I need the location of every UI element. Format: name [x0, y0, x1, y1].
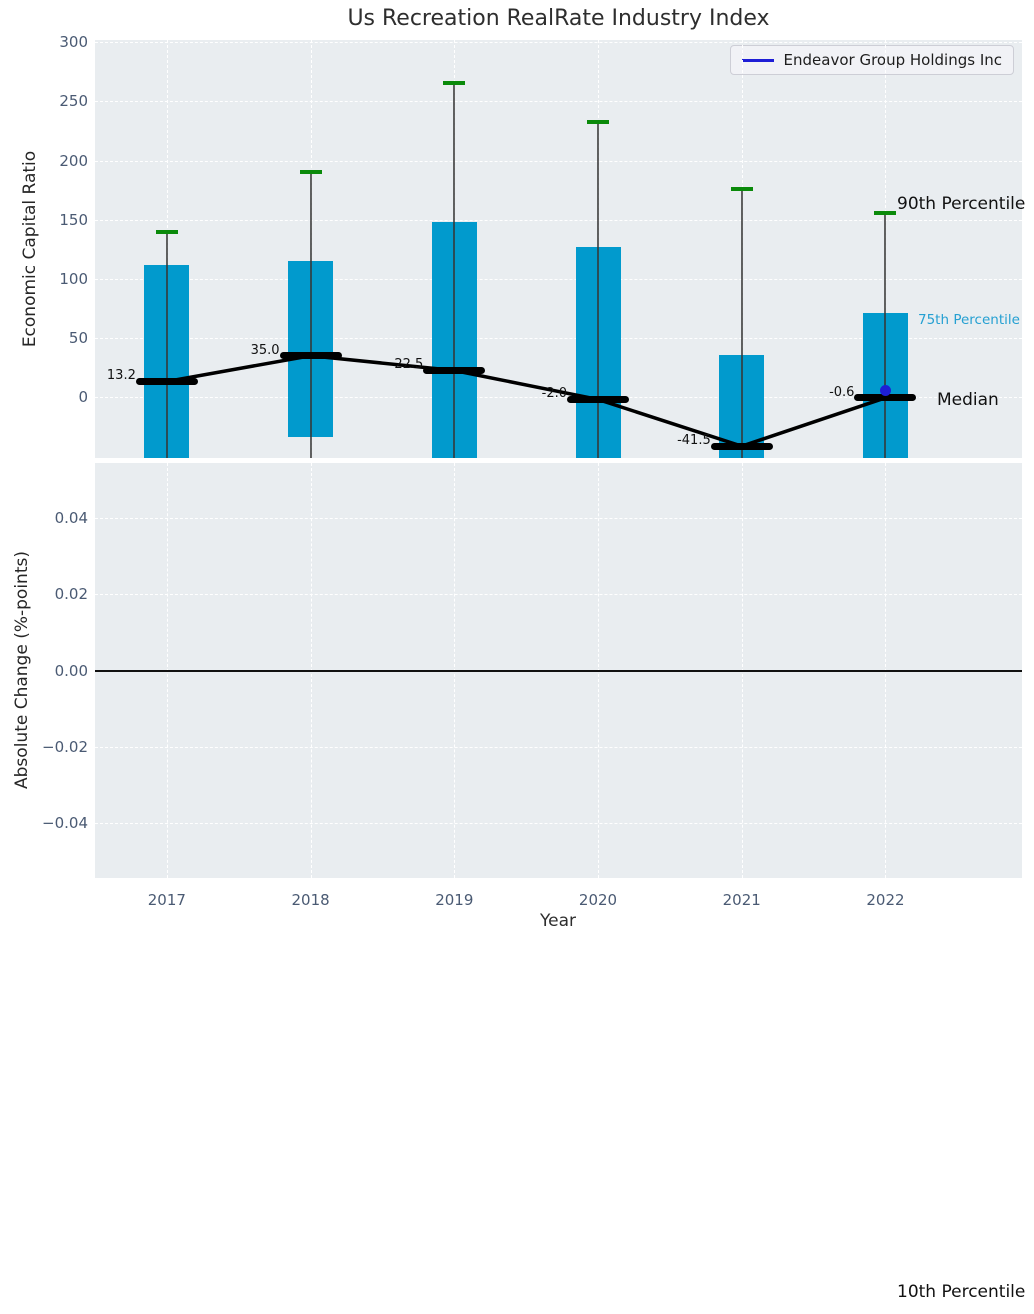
median-value-label: 13.2	[106, 368, 136, 384]
annotation-75th-percentile: 75th Percentile	[918, 312, 1020, 328]
median-value-label: 35.0	[250, 342, 280, 358]
x-tick-label: 2019	[435, 891, 474, 909]
whisker-line-overlay	[453, 82, 456, 458]
gridline-horizontal	[95, 337, 1022, 339]
median-segment	[279, 352, 342, 360]
x-tick-label: 2021	[722, 891, 761, 909]
whisker-line	[597, 121, 600, 458]
y-tick-label-top: 150	[59, 210, 88, 229]
whisker-line	[309, 172, 312, 458]
gridline-horizontal	[95, 594, 1022, 596]
legend-line-swatch	[741, 58, 774, 62]
gridline-horizontal	[95, 160, 1022, 162]
x-tick-label: 2020	[578, 891, 618, 909]
whisker-line	[740, 188, 743, 458]
gridline-horizontal	[95, 42, 1022, 44]
median-segment	[567, 395, 630, 403]
whisker-line-overlay	[740, 188, 743, 458]
annotation-10th-percentile: 10th Percentile	[897, 1282, 1026, 1302]
whisker-line	[884, 212, 887, 458]
median-segment	[423, 366, 486, 374]
y-tick-label-top: 250	[59, 92, 88, 111]
top-axes-economic-capital-ratio: Endeavor Group Holdings Inc 13.2 35.0 22.5…	[95, 40, 1022, 458]
percentile-90-cap	[155, 229, 178, 234]
legend-label: Endeavor Group Holdings Inc	[783, 51, 1002, 69]
y-tick-label-top: 100	[59, 269, 88, 288]
y-tick-label-bottom: 0.04	[54, 509, 88, 528]
median-value-label: -0.6	[829, 384, 855, 400]
y-tick-label-bottom: 0.00	[54, 661, 88, 680]
whisker-line-overlay	[165, 231, 168, 458]
percentile-90-cap	[874, 210, 897, 215]
annotation-90th-percentile: 90th Percentile	[897, 194, 1026, 214]
whisker-line-overlay	[884, 212, 887, 458]
gridline-horizontal	[95, 219, 1022, 221]
gridline-horizontal	[95, 822, 1022, 824]
y-tick-label-bottom: −0.02	[42, 737, 88, 756]
percentile-90-cap	[587, 119, 610, 124]
gridline-horizontal	[95, 101, 1022, 103]
whisker-line	[453, 82, 456, 458]
percentile-90-cap	[443, 80, 466, 85]
gridline-horizontal	[95, 746, 1022, 748]
annotation-median: Median	[937, 390, 999, 410]
x-tick-label: 2018	[291, 891, 330, 909]
y-axis-label-top: Economic Capital Ratio	[20, 150, 40, 348]
endeavor-data-point	[879, 385, 891, 397]
percentile-90-cap	[730, 186, 753, 191]
y-tick-label-top: 50	[68, 328, 88, 347]
x-tick-label: 2017	[147, 891, 186, 909]
median-value-label: -41.5	[677, 433, 711, 449]
chart-title: Us Recreation RealRate Industry Index	[347, 6, 770, 31]
y-tick-label-bottom: 0.02	[54, 585, 88, 604]
gridline-horizontal	[95, 278, 1022, 280]
y-tick-label-top: 200	[59, 151, 88, 170]
median-segment	[135, 377, 198, 385]
whisker-line	[165, 231, 168, 458]
y-tick-label-bottom: −0.04	[42, 813, 88, 832]
median-value-label: 22.5	[394, 357, 424, 373]
x-axis-label: Year	[540, 911, 576, 931]
bottom-axes-absolute-change	[95, 463, 1022, 878]
y-tick-label-top: 300	[59, 33, 88, 52]
zero-reference-line	[95, 669, 1022, 672]
gridline-horizontal	[95, 518, 1022, 520]
x-tick-label: 2022	[866, 891, 905, 909]
whisker-line-overlay	[309, 172, 312, 458]
whisker-line-overlay	[597, 121, 600, 458]
y-tick-label-top: 0	[78, 388, 88, 407]
legend: Endeavor Group Holdings Inc	[729, 45, 1014, 75]
percentile-90-cap	[299, 170, 322, 175]
median-value-label: -2.0	[541, 386, 568, 402]
median-segment	[710, 442, 773, 450]
